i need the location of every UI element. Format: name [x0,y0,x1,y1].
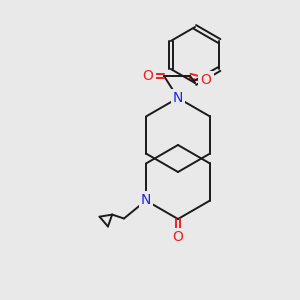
Text: O: O [172,230,183,244]
Text: N: N [173,91,183,105]
Text: O: O [201,73,212,87]
Text: N: N [141,194,151,208]
Text: O: O [142,69,153,83]
